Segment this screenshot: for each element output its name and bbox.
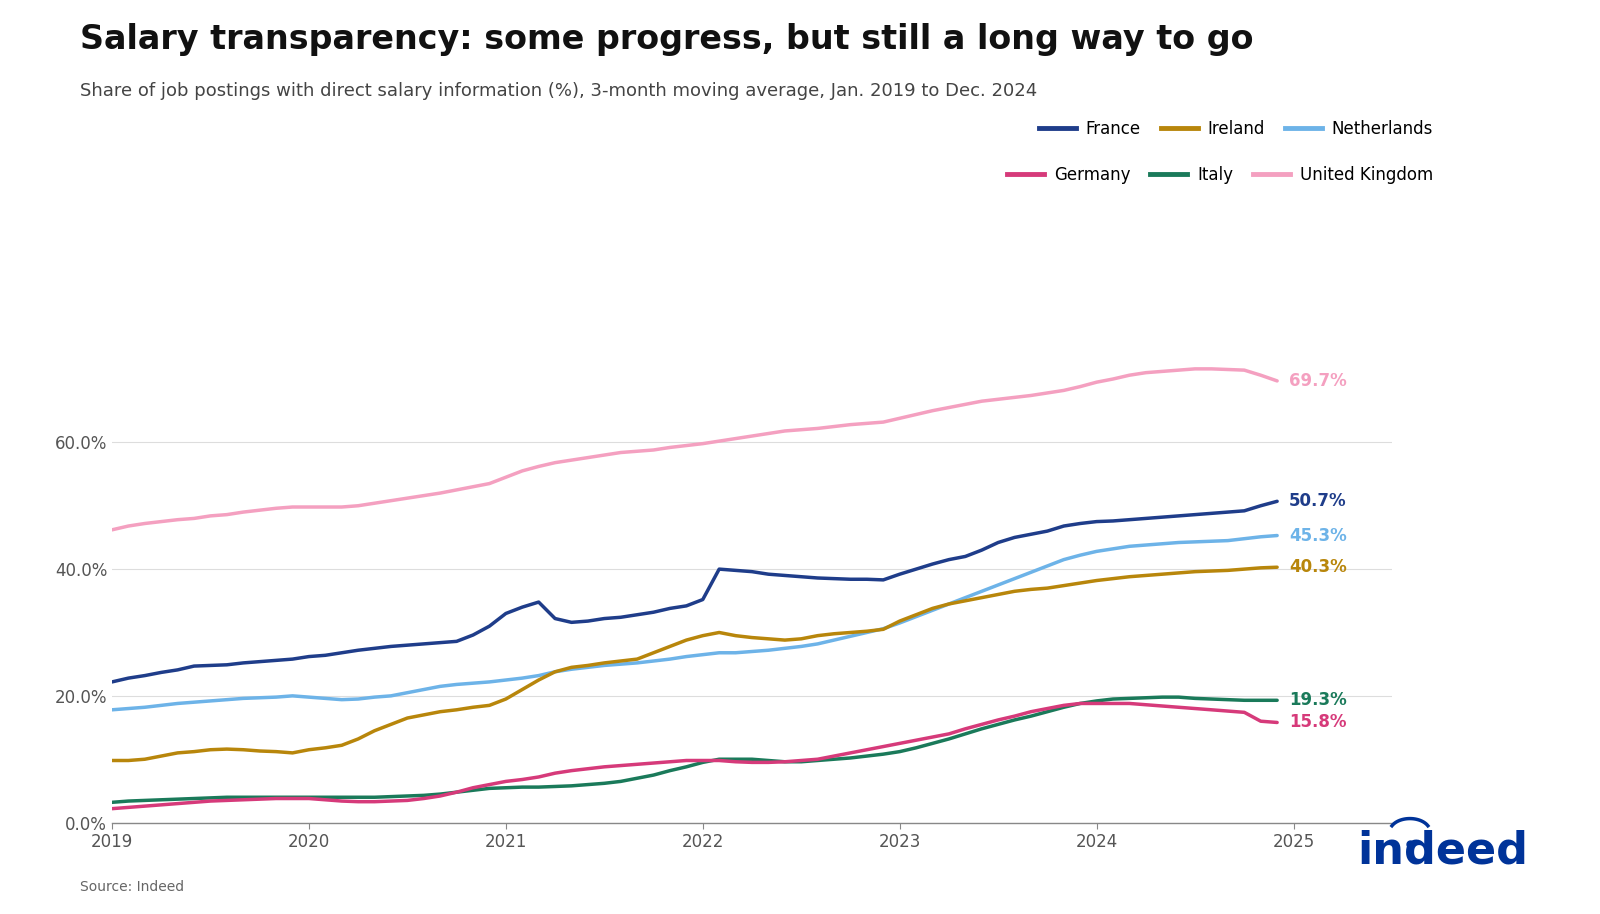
Text: indeed: indeed <box>1357 830 1528 873</box>
Text: 69.7%: 69.7% <box>1290 372 1347 390</box>
Legend: Germany, Italy, United Kingdom: Germany, Italy, United Kingdom <box>1000 159 1440 190</box>
Text: Share of job postings with direct salary information (%), 3-month moving average: Share of job postings with direct salary… <box>80 82 1037 101</box>
Text: 45.3%: 45.3% <box>1290 526 1347 545</box>
Text: Source: Indeed: Source: Indeed <box>80 880 184 894</box>
Text: 50.7%: 50.7% <box>1290 493 1347 510</box>
Text: Salary transparency: some progress, but still a long way to go: Salary transparency: some progress, but … <box>80 23 1253 56</box>
Text: 19.3%: 19.3% <box>1290 691 1347 709</box>
Text: 15.8%: 15.8% <box>1290 714 1347 731</box>
Legend: France, Ireland, Netherlands: France, Ireland, Netherlands <box>1032 113 1440 144</box>
Text: 40.3%: 40.3% <box>1290 558 1347 576</box>
